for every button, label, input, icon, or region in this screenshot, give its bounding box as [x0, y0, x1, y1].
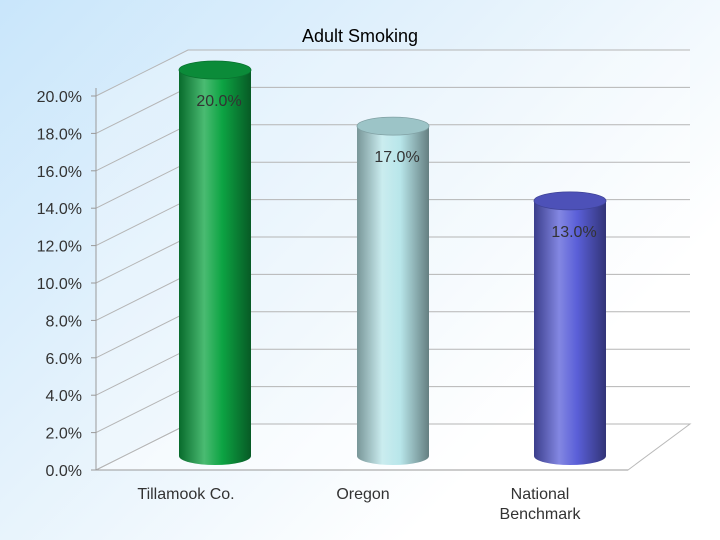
- gridline: [95, 49, 690, 97]
- bar: [533, 191, 607, 465]
- data-label: 17.0%: [374, 149, 419, 166]
- bar-top: [533, 191, 607, 211]
- bar-body: [534, 200, 606, 465]
- y-tick-label: 0.0%: [46, 463, 82, 480]
- data-label: 13.0%: [551, 224, 596, 241]
- bar-top: [356, 116, 430, 136]
- bar-body: [357, 126, 429, 465]
- x-axis-ticks: Tillamook Co. Oregon National Benchmark: [137, 486, 581, 523]
- x-tick-label: Tillamook Co.: [137, 486, 234, 503]
- x-tick-label: National Benchmark: [500, 486, 582, 523]
- y-tick-label: 2.0%: [46, 426, 82, 443]
- bar-top: [178, 60, 252, 80]
- bar-body: [179, 70, 251, 465]
- data-label: 20.0%: [196, 93, 241, 110]
- y-tick-label: 4.0%: [46, 388, 82, 405]
- y-tick-label: 8.0%: [46, 313, 82, 330]
- y-tick-label: 18.0%: [37, 126, 82, 143]
- y-tick-label: 10.0%: [37, 276, 82, 293]
- chart-title: Adult Smoking: [302, 26, 418, 46]
- y-axis-ticks: 0.0% 2.0% 4.0% 6.0% 8.0% 10.0% 12.0% 14.0% 16.0%…: [37, 89, 82, 480]
- data-labels: 20.0% 17.0% 13.0%: [196, 93, 596, 241]
- y-tick-label: 12.0%: [37, 239, 82, 256]
- bar: [178, 60, 252, 465]
- bars: [178, 60, 607, 465]
- y-tick-label: 6.0%: [46, 351, 82, 368]
- bar: [356, 116, 430, 465]
- y-tick-label: 20.0%: [37, 89, 82, 106]
- x-tick-label: Oregon: [336, 486, 389, 503]
- y-tick-label: 16.0%: [37, 164, 82, 181]
- axes: [95, 88, 628, 471]
- y-tick-label: 14.0%: [37, 201, 82, 218]
